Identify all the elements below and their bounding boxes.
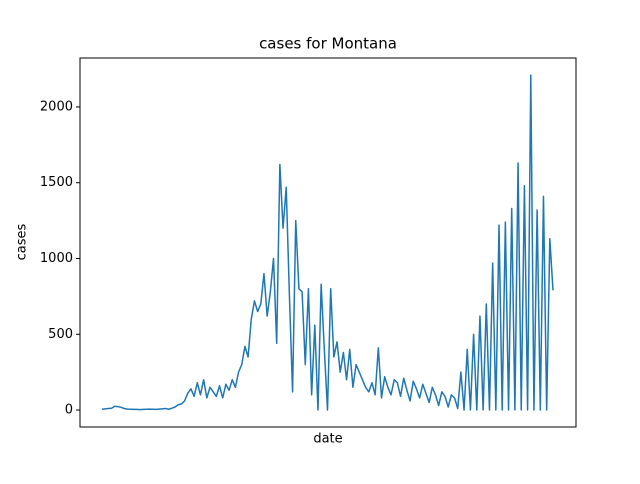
y-tick-label: 0 bbox=[65, 403, 73, 418]
chart-title: cases for Montana bbox=[259, 35, 397, 53]
line bbox=[101, 74, 554, 411]
y-tick-label: 1500 bbox=[40, 175, 73, 190]
y-tick-label: 1000 bbox=[40, 251, 73, 266]
y-axis-label: cases bbox=[15, 223, 30, 260]
x-axis-label: date bbox=[313, 432, 342, 447]
y-tick-label: 500 bbox=[48, 327, 73, 342]
y-tick-label: 2000 bbox=[40, 99, 73, 114]
axes-frame bbox=[79, 57, 577, 428]
